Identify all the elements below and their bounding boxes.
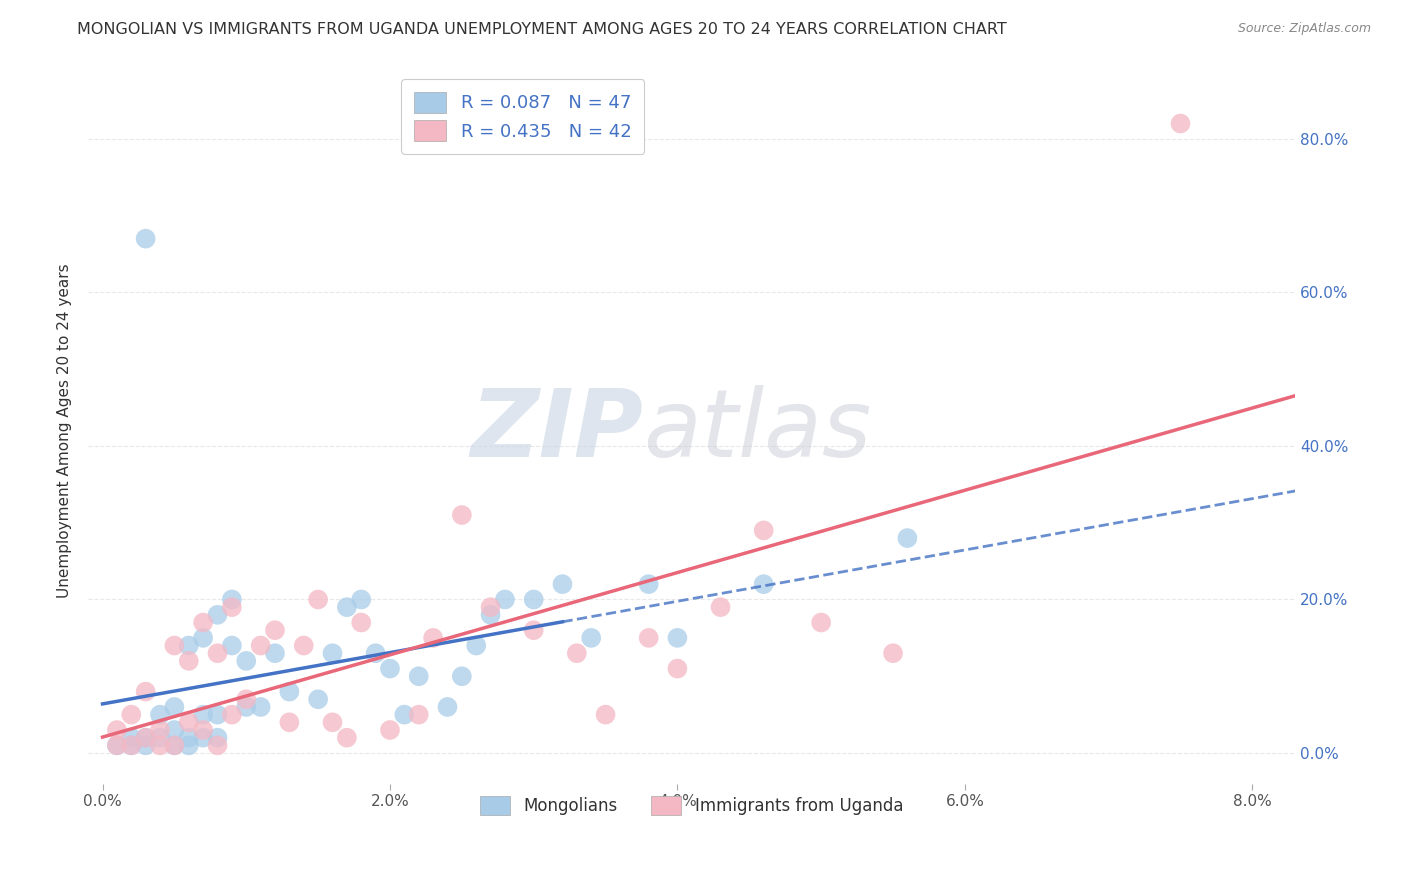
Point	[207, 607, 229, 622]
Point	[191, 631, 214, 645]
Point	[321, 715, 343, 730]
Point	[163, 639, 186, 653]
Point	[666, 662, 689, 676]
Point	[637, 631, 659, 645]
Point	[135, 739, 157, 753]
Point	[378, 662, 401, 676]
Point	[752, 524, 775, 538]
Point	[177, 654, 200, 668]
Point	[207, 707, 229, 722]
Point	[191, 723, 214, 737]
Point	[221, 592, 243, 607]
Point	[191, 707, 214, 722]
Point	[249, 639, 271, 653]
Point	[120, 731, 142, 745]
Point	[235, 654, 257, 668]
Legend: Mongolians, Immigrants from Uganda: Mongolians, Immigrants from Uganda	[471, 786, 912, 825]
Point	[292, 639, 315, 653]
Point	[221, 639, 243, 653]
Point	[494, 592, 516, 607]
Point	[336, 731, 359, 745]
Point	[149, 739, 172, 753]
Point	[135, 684, 157, 698]
Point	[709, 600, 731, 615]
Point	[336, 600, 359, 615]
Point	[191, 731, 214, 745]
Point	[565, 646, 588, 660]
Point	[135, 232, 157, 246]
Point	[207, 731, 229, 745]
Point	[177, 639, 200, 653]
Point	[177, 715, 200, 730]
Point	[321, 646, 343, 660]
Point	[120, 739, 142, 753]
Point	[595, 707, 617, 722]
Point	[394, 707, 416, 722]
Point	[450, 669, 472, 683]
Point	[810, 615, 832, 630]
Point	[149, 723, 172, 737]
Point	[666, 631, 689, 645]
Point	[523, 592, 546, 607]
Point	[479, 600, 502, 615]
Point	[408, 707, 430, 722]
Point	[408, 669, 430, 683]
Point	[105, 739, 128, 753]
Point	[105, 723, 128, 737]
Point	[163, 700, 186, 714]
Text: atlas: atlas	[644, 385, 872, 476]
Point	[120, 739, 142, 753]
Point	[278, 715, 301, 730]
Point	[637, 577, 659, 591]
Point	[163, 723, 186, 737]
Point	[135, 731, 157, 745]
Point	[364, 646, 387, 660]
Text: Source: ZipAtlas.com: Source: ZipAtlas.com	[1237, 22, 1371, 36]
Point	[235, 700, 257, 714]
Point	[264, 646, 287, 660]
Point	[465, 639, 488, 653]
Point	[307, 692, 329, 706]
Point	[149, 707, 172, 722]
Point	[177, 739, 200, 753]
Point	[378, 723, 401, 737]
Point	[235, 692, 257, 706]
Point	[221, 707, 243, 722]
Text: ZIP: ZIP	[471, 384, 644, 476]
Point	[307, 592, 329, 607]
Point	[249, 700, 271, 714]
Point	[177, 731, 200, 745]
Point	[523, 623, 546, 637]
Point	[882, 646, 904, 660]
Point	[479, 607, 502, 622]
Point	[436, 700, 458, 714]
Point	[350, 592, 373, 607]
Point	[207, 646, 229, 660]
Point	[896, 531, 918, 545]
Point	[163, 739, 186, 753]
Point	[191, 615, 214, 630]
Point	[135, 731, 157, 745]
Point	[264, 623, 287, 637]
Point	[278, 684, 301, 698]
Point	[120, 707, 142, 722]
Point	[579, 631, 602, 645]
Point	[551, 577, 574, 591]
Point	[752, 577, 775, 591]
Y-axis label: Unemployment Among Ages 20 to 24 years: Unemployment Among Ages 20 to 24 years	[58, 263, 72, 598]
Point	[221, 600, 243, 615]
Point	[1170, 116, 1192, 130]
Point	[422, 631, 444, 645]
Point	[350, 615, 373, 630]
Point	[105, 739, 128, 753]
Text: MONGOLIAN VS IMMIGRANTS FROM UGANDA UNEMPLOYMENT AMONG AGES 20 TO 24 YEARS CORRE: MONGOLIAN VS IMMIGRANTS FROM UGANDA UNEM…	[77, 22, 1007, 37]
Point	[207, 739, 229, 753]
Point	[450, 508, 472, 522]
Point	[149, 731, 172, 745]
Point	[163, 739, 186, 753]
